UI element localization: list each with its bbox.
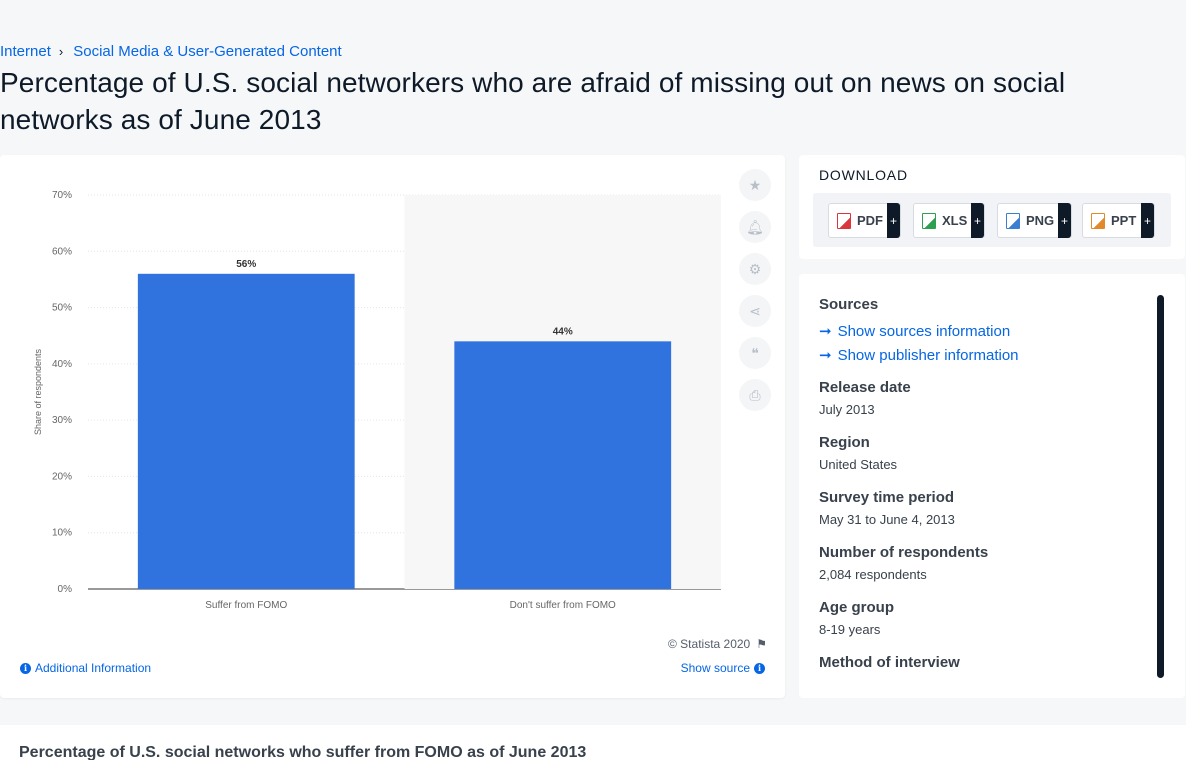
bar bbox=[454, 341, 672, 589]
info-icon: i bbox=[754, 662, 765, 674]
info-scrollbar[interactable] bbox=[1157, 295, 1164, 678]
download-label: PNG bbox=[1026, 213, 1055, 228]
release-date-value: July 2013 bbox=[819, 402, 875, 417]
breadcrumb-social-media[interactable]: Social Media & User-Generated Content bbox=[73, 43, 342, 60]
png-file-icon bbox=[1006, 212, 1020, 229]
chart-card: 0% 10% 20% 30% 40% 50% 60% 70% Suffer from FOMO… bbox=[0, 155, 785, 698]
download-xls-button[interactable]: XLS + bbox=[913, 203, 985, 238]
scrollbar-thumb[interactable] bbox=[1157, 295, 1164, 678]
show-source-label: Show source bbox=[680, 661, 750, 675]
bar bbox=[137, 273, 355, 589]
y-tick-label: 10% bbox=[52, 528, 72, 539]
age-group-value: 8-19 years bbox=[819, 622, 881, 637]
plus-icon: + bbox=[1141, 203, 1154, 238]
age-group-heading: Age group bbox=[819, 599, 894, 616]
flag-icon[interactable]: ⚑ bbox=[756, 637, 767, 651]
breadcrumb: Internet › Social Media & User-Generated… bbox=[0, 43, 342, 60]
download-pdf-button[interactable]: PDF + bbox=[828, 203, 901, 238]
y-axis-label: Share of respondents bbox=[33, 348, 43, 435]
y-tick-label: 60% bbox=[52, 246, 72, 257]
plus-icon: + bbox=[1058, 203, 1071, 238]
y-tick-label: 70% bbox=[52, 190, 72, 201]
survey-period-heading: Survey time period bbox=[819, 489, 955, 506]
region-heading: Region bbox=[819, 434, 870, 451]
sources-heading: Sources bbox=[819, 296, 879, 313]
pdf-file-icon bbox=[837, 212, 851, 229]
release-date-heading: Release date bbox=[819, 379, 911, 396]
plus-icon: + bbox=[887, 203, 900, 238]
statistic-info-card: Sources ➞ Show sources information ➞ Show … bbox=[799, 274, 1185, 698]
download-ppt-button[interactable]: PPT + bbox=[1082, 203, 1155, 238]
chart-tools: ★ 🔔︎ ⚙ ⋖ ❝ ⎙ bbox=[739, 169, 771, 421]
chart-bars bbox=[137, 273, 672, 589]
page-title: Percentage of U.S. social networkers who… bbox=[0, 67, 1066, 135]
xls-file-icon bbox=[922, 212, 936, 229]
y-tick-label: 40% bbox=[52, 359, 72, 370]
data-label: 44% bbox=[553, 326, 573, 337]
star-icon[interactable]: ★ bbox=[739, 169, 771, 201]
x-tick-label: Don't suffer from FOMO bbox=[510, 600, 616, 611]
download-label: XLS bbox=[942, 213, 968, 228]
bell-icon[interactable]: 🔔︎ bbox=[739, 211, 771, 243]
additional-information-label: Additional Information bbox=[35, 661, 152, 675]
show-sources-link[interactable]: ➞ Show sources information bbox=[819, 319, 1159, 343]
quote-icon[interactable]: ❝ bbox=[739, 337, 771, 369]
download-label: PPT bbox=[1111, 213, 1137, 228]
info-scroll-area[interactable]: Sources ➞ Show sources information ➞ Show … bbox=[819, 296, 1159, 678]
download-buttons: PDF + XLS + PNG + PPT + bbox=[813, 193, 1171, 247]
download-label: PDF bbox=[857, 213, 883, 228]
download-png-button[interactable]: PNG + bbox=[997, 203, 1072, 238]
copyright-text: © Statista 2020 bbox=[668, 637, 751, 651]
share-icon[interactable]: ⋖ bbox=[739, 295, 771, 327]
bar-chart: 0% 10% 20% 30% 40% 50% 60% 70% Suffer from FOMO… bbox=[33, 190, 721, 611]
chart-x-ticks: Suffer from FOMO Don't suffer from FOMO bbox=[205, 600, 616, 611]
show-publisher-label: Show publisher information bbox=[837, 346, 1019, 364]
x-tick-label: Suffer from FOMO bbox=[205, 600, 287, 611]
breadcrumb-separator: › bbox=[58, 44, 64, 59]
y-tick-label: 30% bbox=[52, 415, 72, 426]
copyright: © Statista 2020 ⚑ bbox=[668, 637, 767, 651]
y-tick-label: 0% bbox=[58, 584, 73, 595]
download-title: DOWNLOAD bbox=[819, 167, 908, 183]
show-source-link[interactable]: Show source i bbox=[681, 661, 765, 675]
chart-description-title: Percentage of U.S. social networks who s… bbox=[19, 744, 587, 760]
top-bar bbox=[0, 0, 1186, 36]
survey-period-value: May 31 to June 4, 2013 bbox=[819, 512, 955, 527]
plus-icon: + bbox=[971, 203, 984, 238]
data-label: 56% bbox=[236, 259, 256, 270]
chart-y-ticks: 0% 10% 20% 30% 40% 50% 60% 70% bbox=[52, 190, 72, 595]
method-heading: Method of interview bbox=[819, 654, 960, 671]
chart-data-labels: 56% 44% bbox=[236, 259, 573, 338]
bottom-panel bbox=[0, 725, 1186, 760]
breadcrumb-internet[interactable]: Internet bbox=[0, 43, 51, 60]
download-card: DOWNLOAD PDF + XLS + PNG + PPT + bbox=[799, 155, 1185, 259]
show-sources-label: Show sources information bbox=[837, 322, 1011, 340]
arrow-right-icon: ➞ bbox=[819, 323, 832, 340]
ppt-file-icon bbox=[1091, 212, 1105, 229]
y-tick-label: 20% bbox=[52, 471, 72, 482]
additional-information-link[interactable]: i Additional Information bbox=[20, 661, 151, 675]
info-icon: i bbox=[20, 662, 31, 674]
show-publisher-link[interactable]: ➞ Show publisher information bbox=[819, 343, 1159, 367]
respondents-value: 2,084 respondents bbox=[819, 567, 927, 582]
y-tick-label: 50% bbox=[52, 303, 72, 314]
arrow-right-icon: ➞ bbox=[819, 347, 832, 364]
print-icon[interactable]: ⎙ bbox=[739, 379, 771, 411]
gear-icon[interactable]: ⚙ bbox=[739, 253, 771, 285]
respondents-heading: Number of respondents bbox=[819, 544, 989, 561]
region-value: United States bbox=[819, 457, 898, 472]
